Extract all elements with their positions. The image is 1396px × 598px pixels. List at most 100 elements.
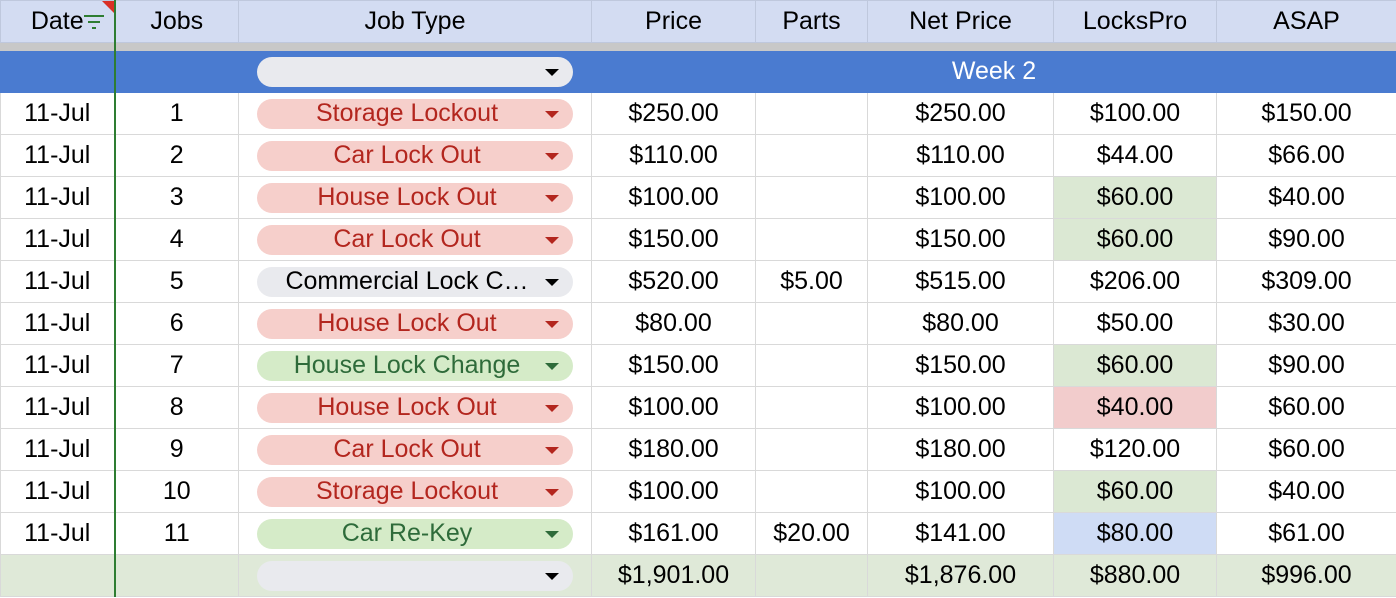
parts-cell[interactable] <box>755 176 868 219</box>
date-cell[interactable]: 11-Jul <box>0 218 116 261</box>
column-header-net-price[interactable]: Net Price <box>867 0 1054 43</box>
dropdown-arrow-icon[interactable] <box>545 110 559 118</box>
parts-cell[interactable] <box>755 386 868 429</box>
price-cell[interactable]: $150.00 <box>591 218 756 261</box>
net-price-cell[interactable]: $100.00 <box>867 470 1054 513</box>
asap-cell[interactable]: $309.00 <box>1216 260 1396 303</box>
parts-cell[interactable] <box>755 344 868 387</box>
asap-cell[interactable]: $40.00 <box>1216 470 1396 513</box>
jobs-cell[interactable]: 4 <box>114 218 239 261</box>
jobs-cell[interactable]: 6 <box>114 302 239 345</box>
lockspro-cell[interactable]: $120.00 <box>1053 428 1217 471</box>
net-price-cell[interactable]: $141.00 <box>867 512 1054 555</box>
job-type-cell[interactable]: Car Re-Key <box>238 512 592 555</box>
column-header-jobs[interactable]: Jobs <box>114 0 239 43</box>
job-type-chip[interactable]: Commercial Lock C… <box>257 266 573 297</box>
job-type-chip[interactable]: Car Lock Out <box>257 140 573 171</box>
column-header-job-type[interactable]: Job Type <box>238 0 592 43</box>
parts-cell[interactable]: $20.00 <box>755 512 868 555</box>
job-type-chip[interactable]: Car Re-Key <box>257 518 573 549</box>
date-cell[interactable]: 11-Jul <box>0 344 116 387</box>
total-net-price-cell[interactable]: $1,876.00 <box>867 554 1054 597</box>
dropdown-arrow-icon[interactable] <box>545 404 559 412</box>
asap-cell[interactable]: $60.00 <box>1216 428 1396 471</box>
parts-cell[interactable] <box>755 92 868 135</box>
date-cell[interactable]: 11-Jul <box>0 386 116 429</box>
lockspro-cell[interactable]: $60.00 <box>1053 218 1217 261</box>
lockspro-cell[interactable]: $60.00 <box>1053 344 1217 387</box>
lockspro-cell[interactable]: $60.00 <box>1053 470 1217 513</box>
parts-cell[interactable] <box>755 428 868 471</box>
jobs-cell[interactable]: 5 <box>114 260 239 303</box>
job-type-cell[interactable]: Car Lock Out <box>238 134 592 177</box>
week-label[interactable]: Week 2 <box>591 50 1396 93</box>
cell[interactable] <box>238 554 592 597</box>
price-cell[interactable]: $80.00 <box>591 302 756 345</box>
job-type-chip[interactable]: Storage Lockout <box>257 98 573 129</box>
price-cell[interactable]: $250.00 <box>591 92 756 135</box>
job-type-chip[interactable]: House Lock Out <box>257 392 573 423</box>
asap-cell[interactable]: $30.00 <box>1216 302 1396 345</box>
net-price-cell[interactable]: $80.00 <box>867 302 1054 345</box>
jobs-cell[interactable]: 10 <box>114 470 239 513</box>
dropdown-arrow-icon[interactable] <box>545 278 559 286</box>
cell[interactable] <box>0 554 116 597</box>
parts-cell[interactable]: $5.00 <box>755 260 868 303</box>
total-asap-cell[interactable]: $996.00 <box>1216 554 1396 597</box>
parts-cell[interactable] <box>755 470 868 513</box>
net-price-cell[interactable]: $515.00 <box>867 260 1054 303</box>
net-price-cell[interactable]: $150.00 <box>867 344 1054 387</box>
cell[interactable] <box>114 554 239 597</box>
date-cell[interactable]: 11-Jul <box>0 302 116 345</box>
job-type-chip[interactable]: Storage Lockout <box>257 476 573 507</box>
dropdown-arrow-icon[interactable] <box>545 362 559 370</box>
jobs-cell[interactable]: 1 <box>114 92 239 135</box>
job-type-chip[interactable]: House Lock Change <box>257 350 573 381</box>
job-type-cell[interactable]: House Lock Out <box>238 386 592 429</box>
asap-cell[interactable]: $60.00 <box>1216 386 1396 429</box>
price-cell[interactable]: $150.00 <box>591 344 756 387</box>
jobs-cell[interactable]: 9 <box>114 428 239 471</box>
total-parts-cell[interactable] <box>755 554 868 597</box>
net-price-cell[interactable]: $150.00 <box>867 218 1054 261</box>
lockspro-cell[interactable]: $40.00 <box>1053 386 1217 429</box>
lockspro-cell[interactable]: $206.00 <box>1053 260 1217 303</box>
dropdown-arrow-icon[interactable] <box>545 488 559 496</box>
lockspro-cell[interactable]: $44.00 <box>1053 134 1217 177</box>
dropdown-arrow-icon[interactable] <box>545 572 559 580</box>
price-cell[interactable]: $100.00 <box>591 176 756 219</box>
price-cell[interactable]: $180.00 <box>591 428 756 471</box>
cell[interactable] <box>0 50 116 93</box>
column-header-lockspro[interactable]: LocksPro <box>1053 0 1217 43</box>
date-cell[interactable]: 11-Jul <box>0 512 116 555</box>
job-type-cell[interactable]: Commercial Lock C… <box>238 260 592 303</box>
job-type-chip[interactable]: House Lock Out <box>257 182 573 213</box>
job-type-chip[interactable]: Car Lock Out <box>257 224 573 255</box>
column-header-price[interactable]: Price <box>591 0 756 43</box>
dropdown-arrow-icon[interactable] <box>545 68 559 76</box>
cell[interactable] <box>114 50 239 93</box>
jobs-cell[interactable]: 2 <box>114 134 239 177</box>
dropdown-arrow-icon[interactable] <box>545 320 559 328</box>
date-cell[interactable]: 11-Jul <box>0 176 116 219</box>
price-cell[interactable]: $161.00 <box>591 512 756 555</box>
price-cell[interactable]: $100.00 <box>591 470 756 513</box>
net-price-cell[interactable]: $100.00 <box>867 176 1054 219</box>
job-type-cell[interactable]: Car Lock Out <box>238 428 592 471</box>
job-type-dropdown[interactable] <box>257 56 573 87</box>
date-cell[interactable]: 11-Jul <box>0 134 116 177</box>
asap-cell[interactable]: $150.00 <box>1216 92 1396 135</box>
net-price-cell[interactable]: $100.00 <box>867 386 1054 429</box>
job-type-cell[interactable]: Car Lock Out <box>238 218 592 261</box>
parts-cell[interactable] <box>755 134 868 177</box>
price-cell[interactable]: $100.00 <box>591 386 756 429</box>
net-price-cell[interactable]: $250.00 <box>867 92 1054 135</box>
jobs-cell[interactable]: 8 <box>114 386 239 429</box>
dropdown-arrow-icon[interactable] <box>545 236 559 244</box>
date-cell[interactable]: 11-Jul <box>0 470 116 513</box>
dropdown-arrow-icon[interactable] <box>545 530 559 538</box>
date-cell[interactable]: 11-Jul <box>0 428 116 471</box>
net-price-cell[interactable]: $180.00 <box>867 428 1054 471</box>
date-cell[interactable]: 11-Jul <box>0 260 116 303</box>
dropdown-arrow-icon[interactable] <box>545 152 559 160</box>
